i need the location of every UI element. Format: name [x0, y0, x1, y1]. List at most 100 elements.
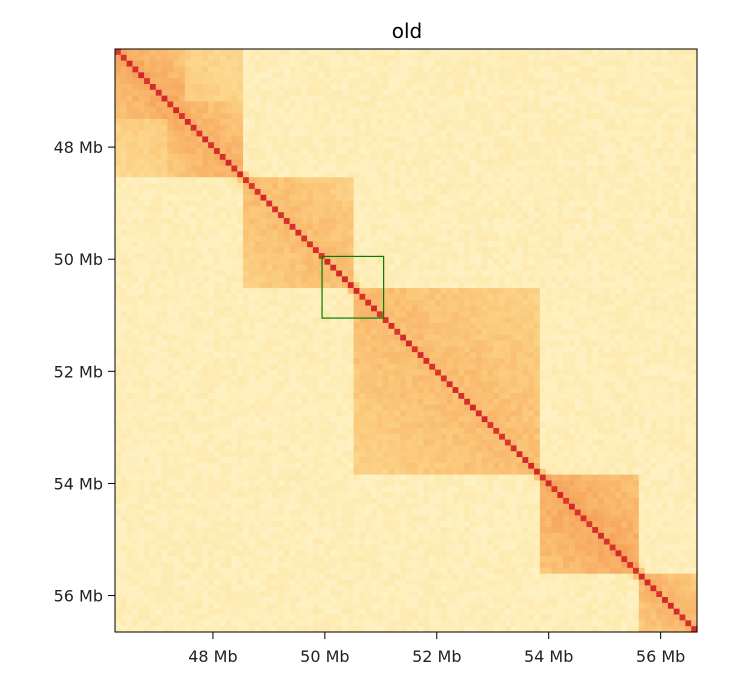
heatmap-cell — [621, 299, 628, 307]
heatmap-cell — [272, 136, 279, 143]
heatmap-cell — [307, 328, 314, 336]
heatmap-cell — [388, 282, 395, 289]
heatmap-cell — [243, 148, 250, 155]
heatmap-cell — [621, 258, 628, 266]
heatmap-cell — [487, 288, 494, 295]
heatmap-cell — [353, 101, 361, 108]
heatmap-cell — [481, 153, 489, 161]
heatmap-cell — [446, 276, 454, 283]
heatmap-cell — [493, 270, 500, 277]
heatmap-cell — [132, 89, 139, 97]
heatmap-cell — [609, 78, 617, 85]
heatmap-cell — [598, 183, 605, 190]
heatmap-cell — [353, 258, 361, 266]
heatmap-cell — [126, 229, 134, 237]
heatmap-cell — [609, 118, 617, 126]
heatmap-cell — [277, 270, 285, 277]
heatmap-cell — [365, 153, 372, 161]
heatmap-cell — [423, 282, 430, 289]
heatmap-cell — [580, 130, 588, 138]
heatmap-cell — [219, 188, 227, 196]
heatmap-cell — [603, 78, 611, 85]
heatmap-cell — [400, 235, 407, 242]
heatmap-cell — [190, 293, 198, 301]
heatmap-cell — [243, 212, 250, 219]
heatmap-cell — [551, 89, 558, 97]
heatmap-cell — [470, 334, 477, 342]
heatmap-cell — [487, 270, 494, 277]
heatmap-cell — [522, 78, 529, 85]
heatmap-cell — [679, 60, 686, 68]
heatmap-cell — [231, 311, 238, 318]
heatmap-cell — [190, 323, 198, 330]
heatmap-cell — [225, 124, 232, 132]
heatmap-cell — [371, 60, 378, 68]
heatmap-cell — [528, 194, 535, 202]
heatmap-cell — [347, 183, 355, 190]
heatmap-cell — [528, 305, 535, 312]
heatmap-cell — [650, 264, 657, 272]
heatmap-cell — [452, 165, 459, 173]
heatmap-cell — [231, 293, 238, 301]
heatmap-cell — [458, 124, 465, 132]
heatmap-cell — [173, 177, 180, 184]
heatmap-cell — [132, 49, 139, 56]
heatmap-cell — [598, 293, 605, 301]
heatmap-cell — [650, 165, 657, 173]
heatmap-cell — [138, 83, 145, 91]
heatmap-cell — [388, 148, 395, 155]
heatmap-cell — [330, 317, 337, 324]
heatmap-cell — [638, 317, 646, 324]
heatmap-cell — [307, 241, 314, 248]
heatmap-cell — [324, 305, 331, 312]
heatmap-cell — [691, 241, 698, 248]
heatmap-cell — [307, 235, 314, 242]
heatmap-cell — [149, 299, 157, 307]
heatmap-cell — [673, 148, 681, 155]
heatmap-cell — [458, 270, 465, 277]
heatmap-cell — [691, 305, 698, 312]
heatmap-cell — [563, 282, 570, 289]
heatmap-cell — [330, 171, 337, 178]
heatmap-cell — [382, 142, 390, 149]
heatmap-cell — [504, 253, 512, 260]
heatmap-cell — [440, 188, 448, 196]
heatmap-cell — [644, 247, 652, 254]
heatmap-cell — [179, 317, 186, 324]
heatmap-cell — [586, 258, 593, 266]
heatmap-cell — [400, 95, 407, 103]
heatmap-cell — [452, 183, 459, 190]
heatmap-cell — [318, 66, 326, 73]
heatmap-cell — [289, 60, 297, 68]
heatmap-cell — [138, 223, 145, 231]
heatmap-cell — [318, 212, 326, 219]
heatmap-cell — [161, 253, 168, 260]
heatmap-cell — [470, 218, 477, 225]
heatmap-cell — [452, 270, 459, 277]
heatmap-cell — [277, 177, 285, 184]
heatmap-cell — [202, 66, 209, 73]
heatmap-cell — [475, 171, 483, 178]
heatmap-cell — [417, 83, 425, 91]
heatmap-cell — [318, 188, 326, 196]
heatmap-cell — [115, 317, 122, 324]
heatmap-cell — [115, 247, 122, 254]
heatmap-cell — [307, 223, 314, 231]
heatmap-cell — [330, 311, 337, 318]
heatmap-cell — [341, 223, 349, 231]
heatmap-cell — [196, 223, 203, 231]
heatmap-cell — [243, 200, 250, 208]
heatmap-cell — [353, 107, 361, 114]
heatmap-cell — [115, 188, 122, 196]
heatmap-cell — [586, 183, 593, 190]
heatmap-cell — [429, 183, 436, 190]
heatmap-cell — [376, 130, 384, 138]
heatmap-cell — [685, 212, 692, 219]
heatmap-cell — [499, 317, 506, 324]
heatmap-cell — [603, 54, 611, 62]
heatmap-cell — [528, 113, 535, 120]
heatmap-cell — [260, 60, 267, 68]
heatmap-cell — [644, 165, 652, 173]
heatmap-cell — [388, 49, 395, 56]
heatmap-cell — [539, 241, 547, 248]
